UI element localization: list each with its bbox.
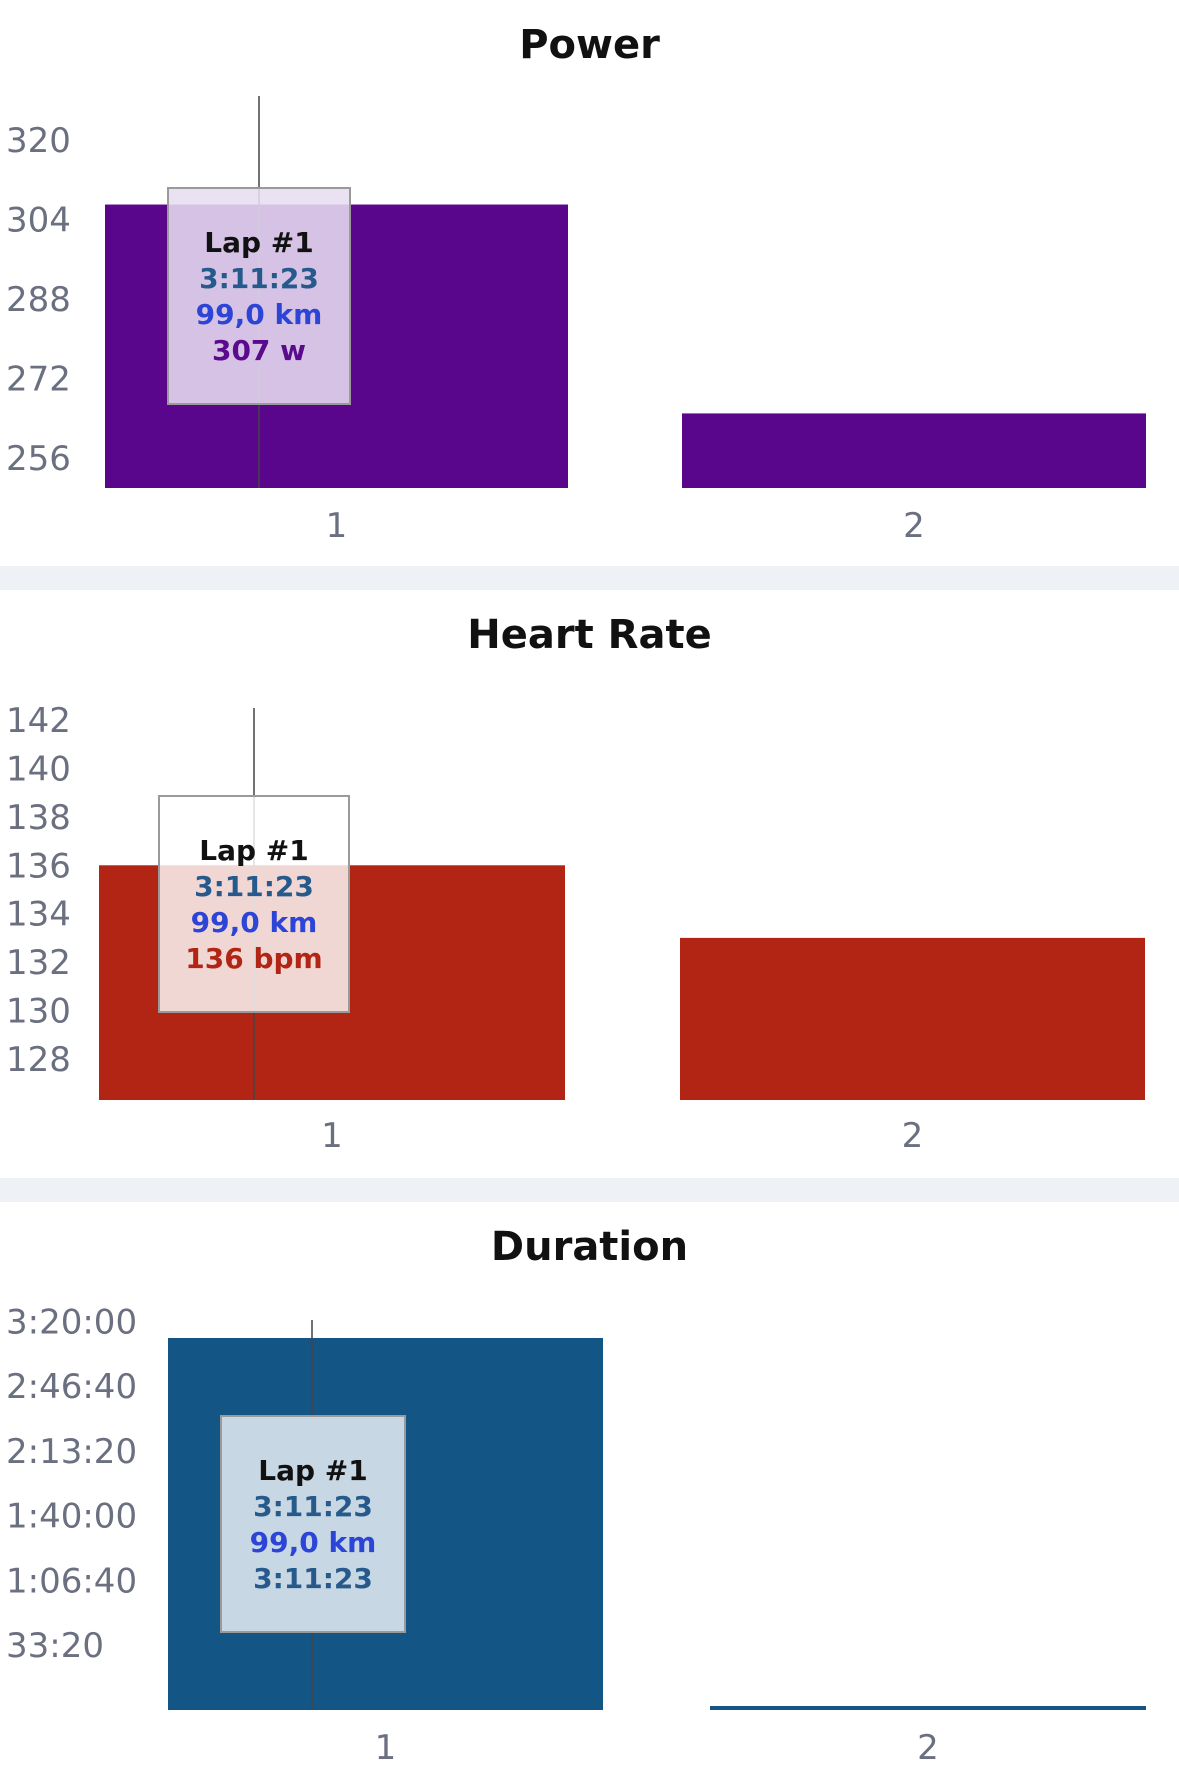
tooltip-lap-title: Lap #1 — [258, 1454, 368, 1487]
tooltip-lap-time: 3:11:23 — [194, 870, 314, 903]
heart-rate-chart-panel: Heart Rate 142 140 138 136 134 132 130 128 1 2 La… — [0, 590, 1179, 1178]
y-tick-label: 130 — [6, 991, 71, 1031]
duration-chart-panel: Duration 3:20:00 2:46:40 2:13:20 1:40:00 1:0… — [0, 1202, 1179, 1787]
tooltip-lap-title: Lap #1 — [204, 226, 314, 259]
chart-title: Power — [519, 22, 660, 68]
tooltip-lap-time: 3:11:23 — [199, 262, 319, 295]
tooltip-lap-distance: 99,0 km — [249, 1526, 377, 1559]
lap-tooltip: Lap #1 3:11:23 99,0 km 3:11:23 — [220, 1415, 406, 1633]
y-tick-label: 288 — [6, 280, 71, 320]
y-tick-label: 304 — [6, 200, 71, 240]
y-tick-label: 2:46:40 — [6, 1367, 137, 1407]
duration-chart[interactable]: 3:20:00 2:46:40 2:13:20 1:40:00 1:06:40 33:20… — [0, 1202, 1179, 1787]
chart-title: Duration — [490, 1224, 689, 1270]
y-tick-label: 272 — [6, 360, 71, 400]
y-tick-label: 256 — [6, 439, 71, 479]
tooltip-lap-value: 136 bpm — [185, 942, 323, 975]
y-tick-label: 2:13:20 — [6, 1432, 137, 1472]
y-tick-label: 128 — [6, 1040, 71, 1080]
panel-separator — [0, 566, 1179, 590]
lap-tooltip: Lap #1 3:11:23 99,0 km 307 w — [167, 187, 351, 405]
bar — [682, 413, 1146, 488]
x-tick-label: 2 — [917, 1728, 939, 1768]
y-tick-label: 1:40:00 — [6, 1497, 137, 1537]
tooltip-lap-title: Lap #1 — [199, 834, 309, 867]
y-tick-label: 33:20 — [6, 1626, 104, 1666]
panel-separator — [0, 1178, 1179, 1202]
y-tick-label: 132 — [6, 943, 71, 983]
power-chart-panel: Power 320 304 288 272 256 1 2 Lap #1 3:11:23 9… — [0, 0, 1179, 566]
tooltip-lap-distance: 99,0 km — [190, 906, 318, 939]
y-tick-label: 138 — [6, 798, 71, 838]
y-tick-label: 134 — [6, 895, 71, 935]
x-tick-label: 2 — [903, 506, 925, 546]
x-tick-label: 2 — [902, 1116, 924, 1156]
chart-title: Heart Rate — [467, 612, 712, 658]
y-tick-label: 136 — [6, 846, 71, 886]
y-tick-label: 140 — [6, 749, 71, 789]
bar — [680, 937, 1145, 1100]
y-tick-label: 320 — [6, 121, 71, 161]
lap-tooltip: Lap #1 3:11:23 99,0 km 136 bpm — [158, 795, 350, 1013]
tooltip-lap-distance: 99,0 km — [195, 298, 323, 331]
x-tick-label: 1 — [321, 1116, 343, 1156]
tooltip-lap-value: 307 w — [211, 334, 307, 367]
tooltip-lap-time: 3:11:23 — [253, 1490, 373, 1523]
tooltip-lap-value: 3:11:23 — [253, 1562, 373, 1595]
bar — [710, 1706, 1146, 1710]
x-tick-label: 1 — [375, 1728, 397, 1768]
y-tick-label: 1:06:40 — [6, 1561, 137, 1601]
y-tick-label: 3:20:00 — [6, 1302, 137, 1342]
y-tick-label: 142 — [6, 701, 71, 741]
x-tick-label: 1 — [326, 506, 348, 546]
